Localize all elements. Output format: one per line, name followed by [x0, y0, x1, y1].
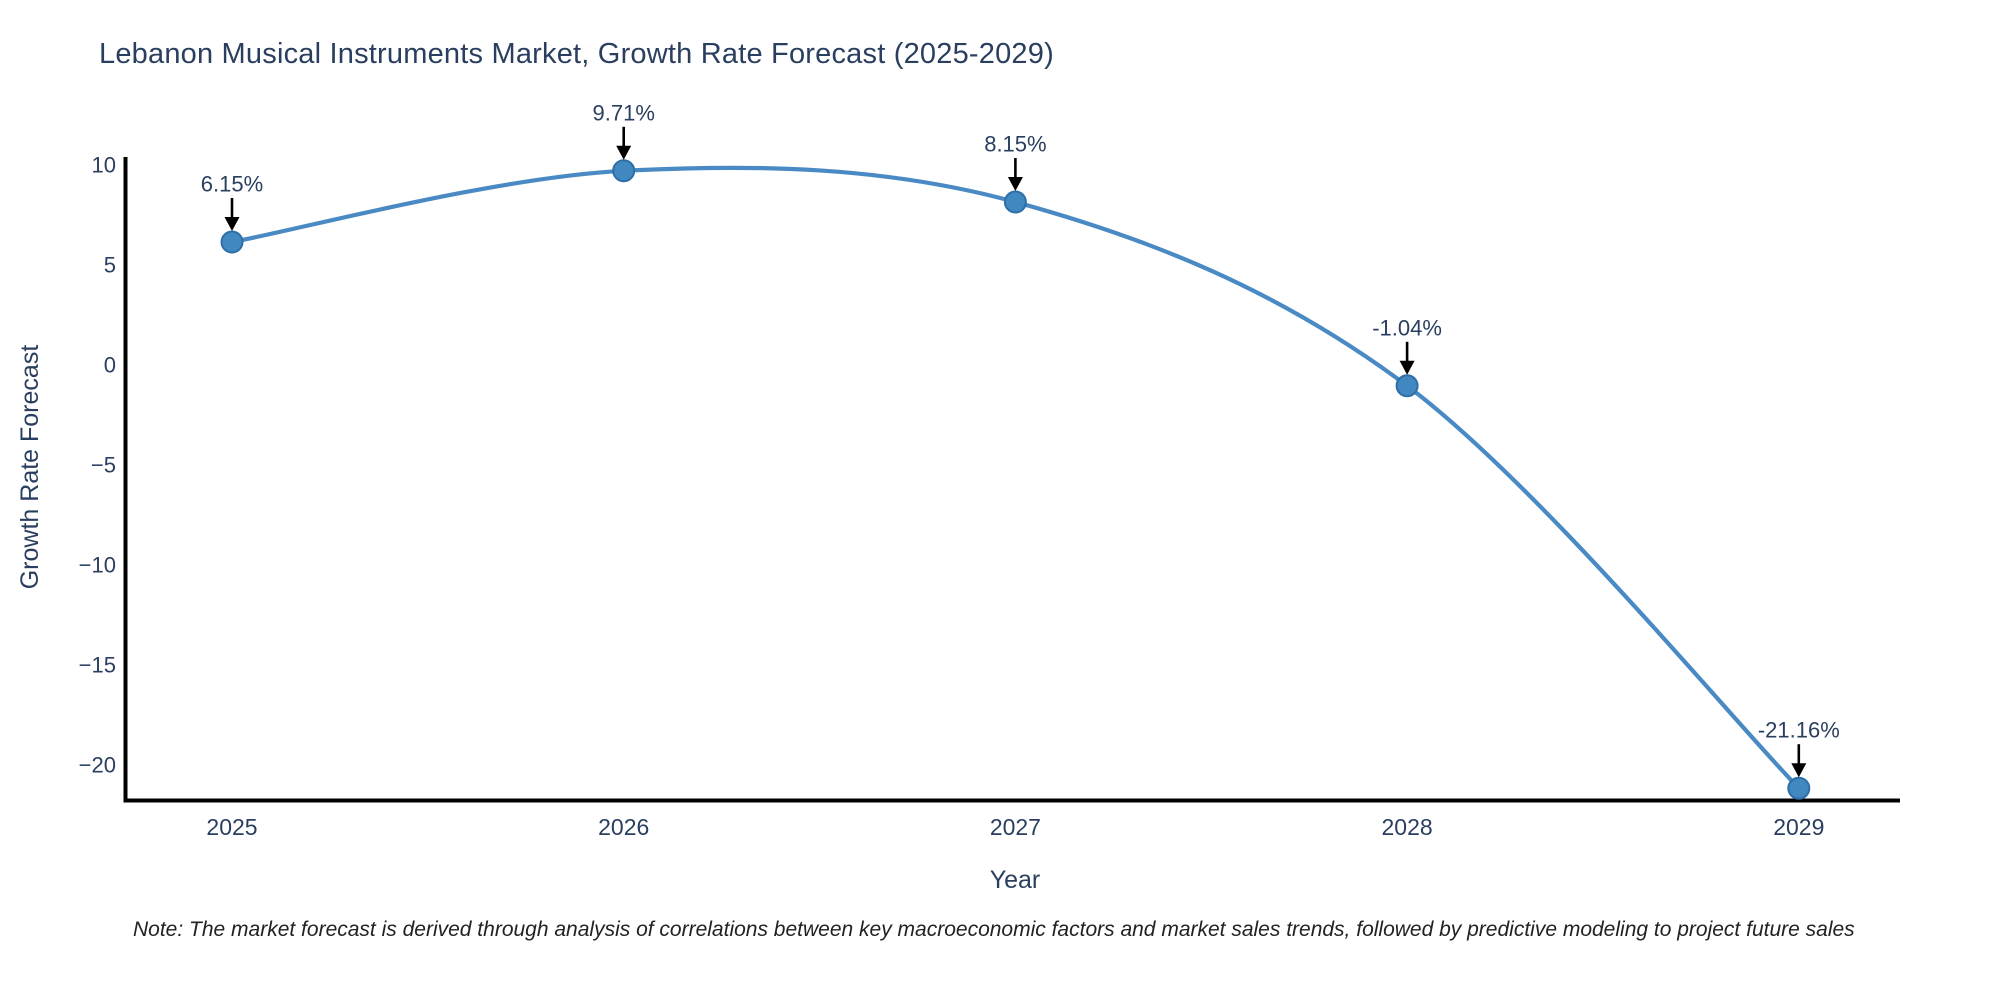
annotation-arrow-head [1399, 360, 1415, 375]
data-point-marker [1787, 776, 1811, 800]
x-tick-label: 2025 [206, 814, 257, 840]
x-tick-label: 2027 [990, 814, 1041, 840]
x-tick-label: 2028 [1382, 814, 1433, 840]
y-tick-label: 5 [104, 253, 116, 278]
chart-title: Lebanon Musical Instruments Market, Grow… [99, 38, 1054, 70]
data-point-label: 9.71% [593, 100, 655, 125]
y-axis-title: Growth Rate Forecast [16, 345, 44, 590]
y-tick-label: 0 [104, 353, 116, 378]
data-point-label: -1.04% [1372, 315, 1442, 340]
data-point-marker [220, 230, 244, 254]
data-point-marker [1395, 374, 1419, 398]
annotation-arrow-head [1007, 177, 1023, 191]
y-tick-label: 10 [92, 153, 116, 178]
x-tick-label: 2026 [598, 814, 649, 840]
x-tick-label: 2029 [1773, 814, 1824, 840]
annotation-arrow-head [616, 145, 632, 160]
forecast-line [229, 165, 1801, 791]
data-point-label: 6.15% [201, 172, 263, 197]
y-tick-label: −20 [79, 753, 116, 778]
annotation-arrow-head [224, 217, 240, 231]
x-axis-title: Year [990, 866, 1041, 894]
data-point-marker [612, 159, 636, 183]
data-point-label: 8.15% [984, 132, 1046, 157]
footnote: Note: The market forecast is derived thr… [133, 918, 1855, 941]
y-tick-label: −10 [79, 553, 116, 578]
annotation-arrow-head [1791, 763, 1807, 778]
y-tick-label: −15 [79, 653, 116, 678]
y-tick-label: −5 [91, 453, 116, 478]
data-point-marker [1003, 190, 1027, 214]
data-point-label: -21.16% [1758, 718, 1840, 743]
